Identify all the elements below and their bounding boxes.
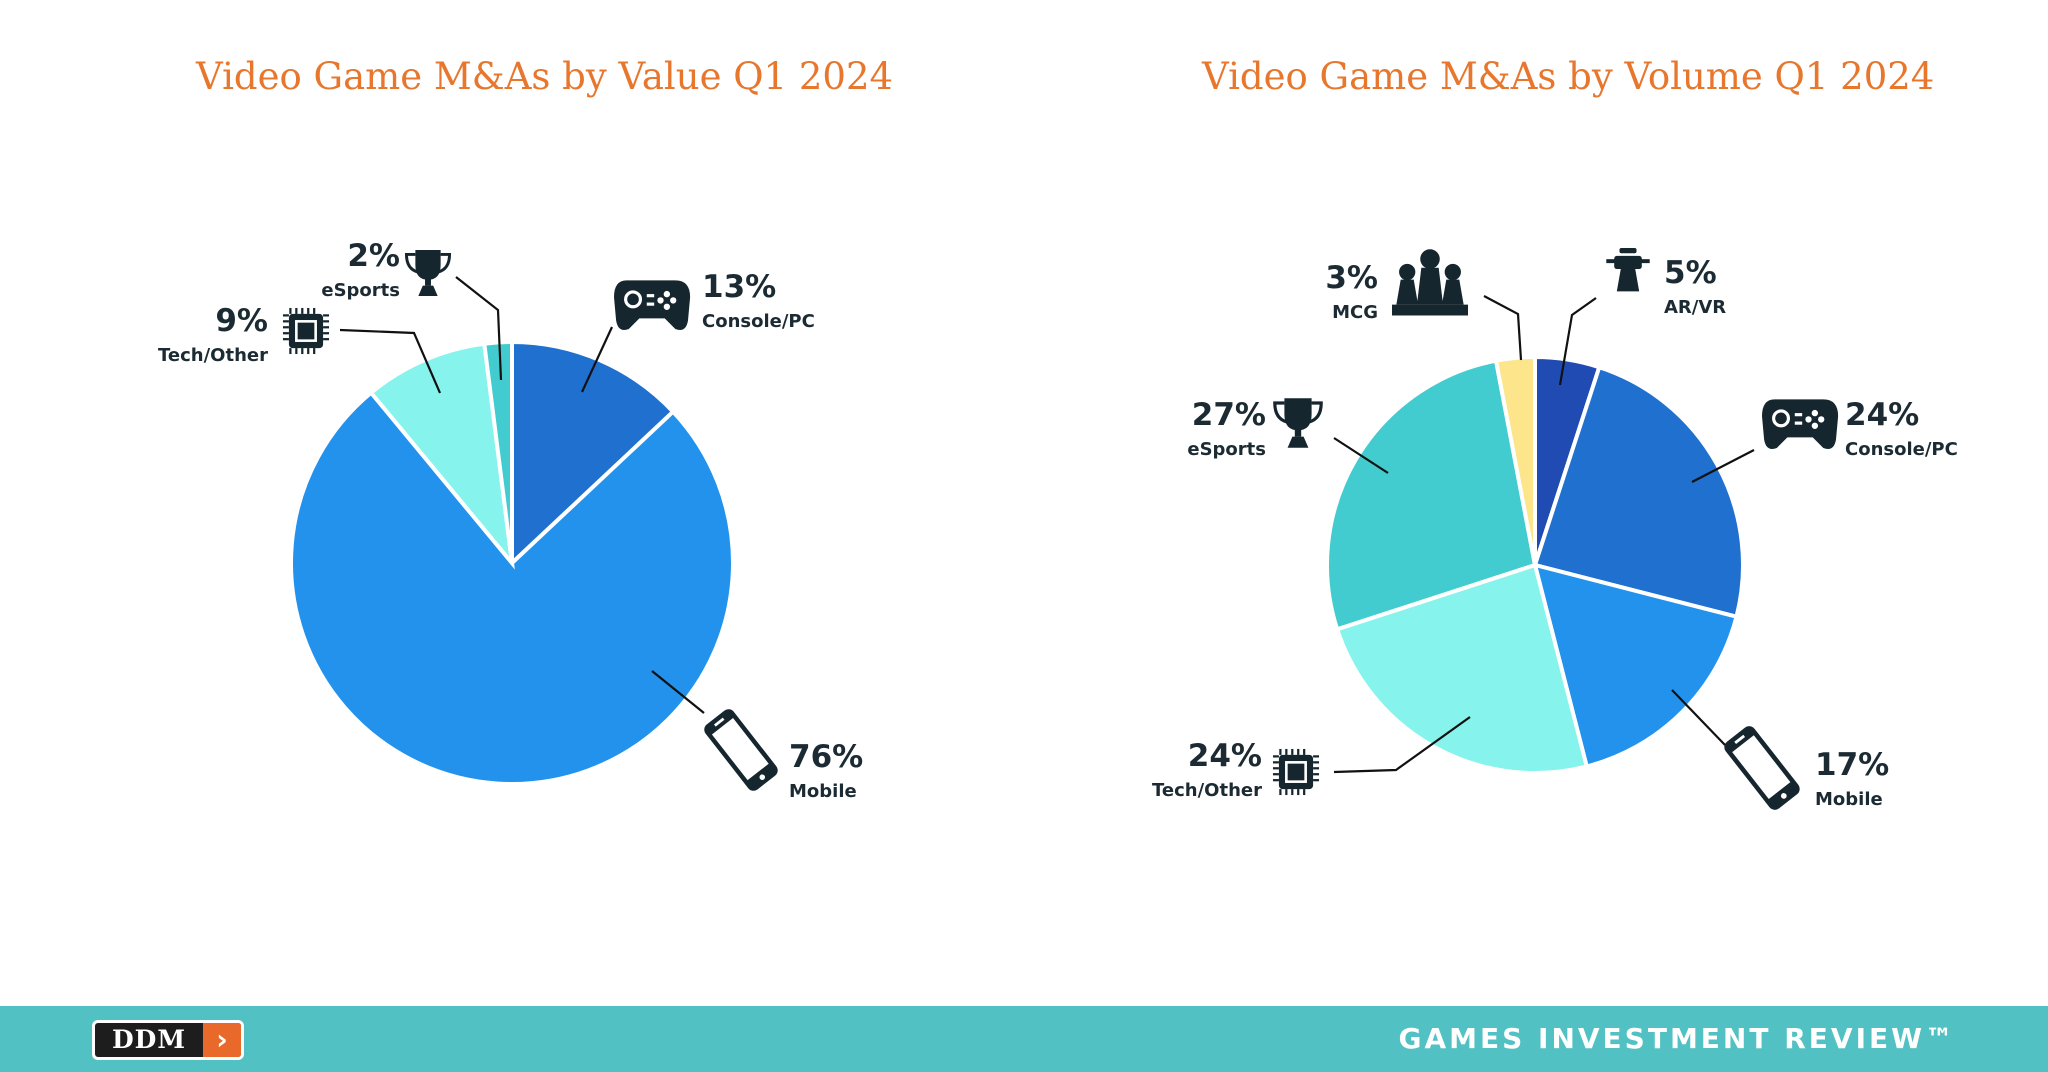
category-label-console-pc: Console/PC bbox=[1845, 439, 1958, 460]
logo-text: DDM bbox=[111, 1025, 187, 1054]
data-label-mobile: 17% bbox=[1815, 747, 1889, 783]
category-label-tech-other: Tech/Other bbox=[1152, 780, 1262, 801]
vr-headset-icon bbox=[1606, 248, 1650, 292]
data-label-esports: 27% bbox=[1192, 397, 1266, 433]
gamepad-icon bbox=[614, 280, 691, 331]
pie-slice-mobile bbox=[289, 389, 735, 786]
pie-slice-console-pc bbox=[1532, 364, 1745, 620]
leader-line-console-pc bbox=[581, 326, 613, 393]
pie-slice-console-pc bbox=[510, 339, 676, 568]
pie-slice-tech-other bbox=[368, 341, 515, 570]
leader-line-mcg bbox=[1483, 295, 1523, 361]
chip-icon bbox=[1272, 748, 1320, 796]
data-label-tech-other: 24% bbox=[1188, 738, 1262, 774]
leader-line-esports bbox=[455, 276, 503, 381]
leader-line-ar-vr bbox=[1558, 297, 1597, 386]
category-label-console-pc: Console/PC bbox=[702, 311, 815, 332]
pie-slice-esports bbox=[1325, 358, 1538, 632]
category-label-tech-other: Tech/Other bbox=[158, 345, 268, 366]
gamepad-icon bbox=[1762, 399, 1839, 450]
leader-line-console-pc bbox=[1691, 449, 1755, 483]
pie-slice-esports bbox=[482, 339, 514, 564]
board-game-pieces-icon bbox=[1392, 249, 1468, 316]
chart-title-volume: Video Game M&As by Volume Q1 2024 bbox=[1202, 55, 1935, 98]
footer-bar: DDM › GAMES INVESTMENT REVIEW™ bbox=[0, 1006, 2048, 1072]
data-label-console-pc: 13% bbox=[702, 269, 776, 305]
trophy-icon bbox=[1273, 398, 1323, 448]
leader-line-tech-other bbox=[339, 328, 442, 394]
category-label-mobile: Mobile bbox=[789, 781, 857, 802]
category-label-mcg: MCG bbox=[1332, 302, 1378, 323]
pie-charts: 13% Console/PC 76% Mobile 9% Tech/Other 2% eSpo… bbox=[158, 238, 1958, 810]
category-label-esports: eSports bbox=[321, 280, 400, 301]
data-label-mcg: 3% bbox=[1325, 260, 1378, 296]
chart-title-value: Video Game M&As by Value Q1 2024 bbox=[196, 55, 894, 98]
pie-slice-tech-other bbox=[1334, 562, 1590, 775]
category-label-esports: eSports bbox=[1187, 439, 1266, 460]
smartphone-icon bbox=[704, 709, 778, 791]
leader-line-esports bbox=[1333, 437, 1389, 474]
trophy-icon bbox=[404, 249, 452, 297]
data-label-mobile: 76% bbox=[789, 739, 863, 775]
leader-line-mobile bbox=[651, 670, 705, 714]
leader-line-mobile bbox=[1671, 689, 1726, 746]
data-label-tech-other: 9% bbox=[215, 303, 268, 339]
data-label-ar-vr: 5% bbox=[1664, 255, 1717, 291]
brand-name: GAMES INVESTMENT REVIEW™ bbox=[1398, 1022, 1956, 1055]
logo-arrow-icon: › bbox=[203, 1023, 241, 1057]
smartphone-icon bbox=[1724, 726, 1800, 810]
category-label-mobile: Mobile bbox=[1815, 789, 1883, 810]
category-label-ar-vr: AR/VR bbox=[1664, 297, 1726, 318]
ddm-logo: DDM › bbox=[92, 1020, 244, 1060]
leader-line-tech-other bbox=[1333, 716, 1471, 774]
data-label-esports: 2% bbox=[347, 238, 400, 274]
pie-slice-mobile bbox=[1532, 562, 1739, 769]
pie-slice-mcg bbox=[1493, 354, 1537, 566]
data-label-console-pc: 24% bbox=[1845, 397, 1919, 433]
chip-icon bbox=[282, 307, 330, 355]
